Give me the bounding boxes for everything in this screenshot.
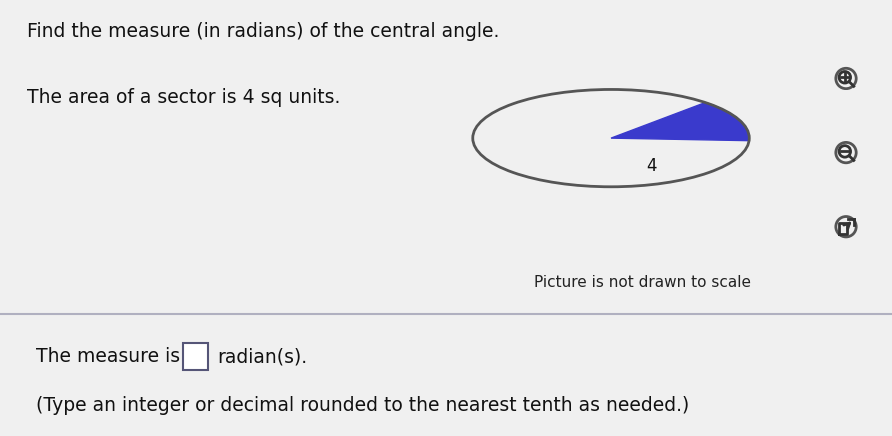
Text: 4: 4	[646, 157, 657, 175]
Text: Picture is not drawn to scale: Picture is not drawn to scale	[533, 275, 751, 290]
FancyBboxPatch shape	[183, 343, 208, 370]
Text: The area of a sector is 4 sq units.: The area of a sector is 4 sq units.	[27, 88, 340, 107]
Text: (Type an integer or decimal rounded to the nearest tenth as needed.): (Type an integer or decimal rounded to t…	[36, 396, 689, 415]
Text: Find the measure (in radians) of the central angle.: Find the measure (in radians) of the cen…	[27, 22, 500, 41]
Text: radian(s).: radian(s).	[217, 347, 307, 366]
Wedge shape	[611, 102, 749, 141]
Text: The measure is: The measure is	[36, 347, 180, 366]
